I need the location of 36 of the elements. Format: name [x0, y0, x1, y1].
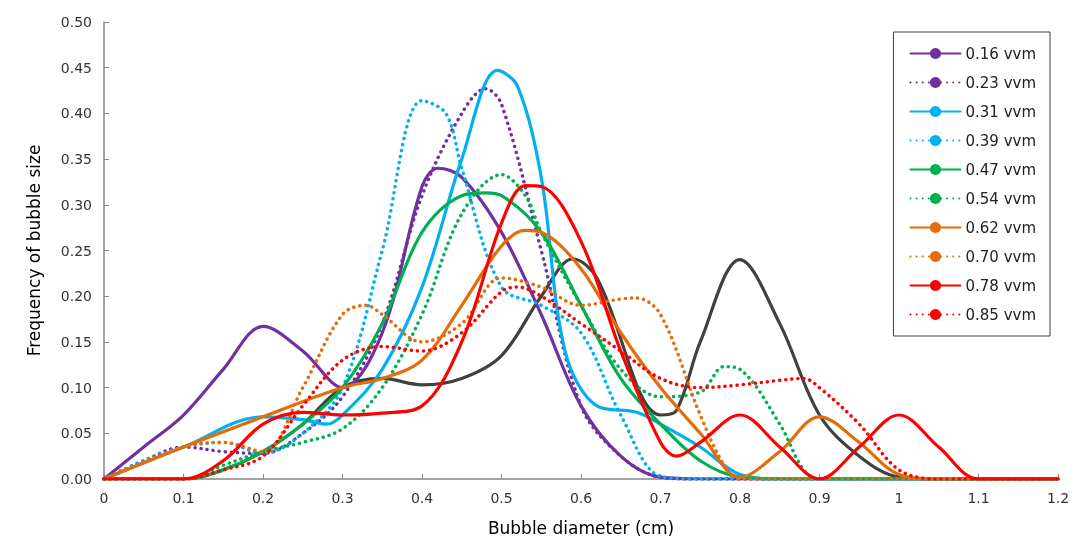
y-tick-label: 0.00 — [60, 471, 92, 487]
x-tick-label: 1 — [894, 490, 904, 506]
x-tick-label: 0.5 — [490, 490, 513, 506]
y-tick-label: 0.50 — [60, 14, 92, 30]
x-tick-label: 0.7 — [649, 490, 672, 506]
legend-label: 0.78 vvm — [965, 276, 1037, 295]
x-tick-label: 0.2 — [251, 490, 275, 506]
x-tick-label: 1.1 — [967, 490, 990, 506]
legend-label: 0.70 vvm — [965, 247, 1037, 266]
x-tick-label: 0.4 — [410, 490, 434, 506]
legend-label: 0.23 vvm — [965, 73, 1037, 92]
legend-label: 0.62 vvm — [965, 218, 1037, 237]
y-tick-label: 0.25 — [60, 242, 92, 259]
x-axis-title: Bubble diameter (cm) — [487, 517, 675, 538]
y-axis-title: Frequency of bubble size — [23, 144, 44, 357]
legend-label: 0.16 vvm — [965, 44, 1037, 63]
y-tick-label: 0.40 — [60, 105, 92, 122]
x-tick-label: 0 — [99, 490, 109, 506]
x-tick-label: 0.3 — [331, 490, 354, 506]
y-tick-label: 0.15 — [60, 333, 92, 350]
y-tick-label: 0.30 — [60, 196, 92, 213]
legend-label: 0.31 vvm — [965, 102, 1037, 121]
x-tick-label: 0.9 — [808, 490, 831, 506]
x-tick-label: 0.8 — [728, 490, 752, 506]
legend-label: 0.47 vvm — [965, 160, 1037, 179]
y-tick-label: 0.10 — [60, 379, 92, 396]
y-tick-label: 0.45 — [60, 59, 92, 76]
legend-label: 0.54 vvm — [965, 189, 1037, 208]
x-tick-label: 0.6 — [569, 490, 593, 506]
legend-label: 0.39 vvm — [965, 131, 1037, 150]
x-tick-label: 1.2 — [1046, 490, 1070, 506]
x-tick-label: 0.1 — [172, 490, 195, 506]
legend-label: 0.85 vvm — [965, 305, 1037, 324]
y-tick-label: 0.05 — [60, 425, 92, 442]
y-tick-label: 0.20 — [60, 288, 92, 305]
y-tick-label: 0.35 — [60, 151, 92, 168]
